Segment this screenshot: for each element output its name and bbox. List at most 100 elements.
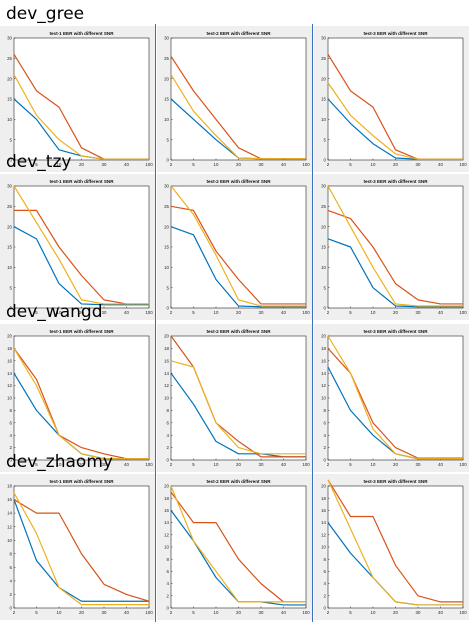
series-line xyxy=(327,82,463,160)
x-tick-label: 5 xyxy=(192,610,195,615)
line-chart: test-3 EER with different SNR02468101214… xyxy=(321,329,467,467)
x-tick-label: 40 xyxy=(124,610,129,615)
chart-title: test-1 EER with different SNR xyxy=(49,31,114,36)
y-tick-label: 20 xyxy=(164,484,169,489)
y-tick-label: 0 xyxy=(167,306,170,311)
y-tick-label: 20 xyxy=(321,484,326,489)
chart-panel: test-1 EER with different SNR 0 2 4 6 8 10 12 14… xyxy=(0,324,155,472)
y-tick-label: 6 xyxy=(167,569,170,574)
plot-area xyxy=(13,485,150,609)
chart-panel: test-3 EER with different SNR 0 2 4 6 8 10 12 14… xyxy=(314,474,469,620)
x-tick-label: 20 xyxy=(79,610,84,615)
line-chart: test-2 EER with different SNR02468101214… xyxy=(164,329,310,467)
plot-area xyxy=(170,185,307,309)
y-tick-label: 10 xyxy=(7,117,12,122)
x-tick-label: 30 xyxy=(102,462,107,467)
x-tick-label: 30 xyxy=(259,462,264,467)
x-tick-label: 20 xyxy=(393,310,398,315)
y-tick-label: 6 xyxy=(167,420,170,425)
x-tick-label: 5 xyxy=(192,462,195,467)
x-tick-label: 2 xyxy=(170,610,173,615)
plot-area xyxy=(327,335,464,461)
x-tick-label: 100 xyxy=(459,462,467,467)
x-tick-label: 100 xyxy=(145,610,153,615)
x-tick-label: 100 xyxy=(302,610,310,615)
chart-panel: test-1 EER with different SNR 0 5 10 15 20 25 3… xyxy=(0,174,155,320)
y-tick-label: 16 xyxy=(321,358,326,363)
y-tick-label: 25 xyxy=(164,204,169,209)
y-tick-label: 4 xyxy=(10,433,13,438)
y-tick-label: 2 xyxy=(167,445,170,450)
y-tick-label: 2 xyxy=(167,593,170,598)
y-tick-label: 10 xyxy=(164,396,169,401)
x-tick-label: 40 xyxy=(281,162,286,167)
x-tick-label: 5 xyxy=(349,310,352,315)
x-tick-label: 2 xyxy=(170,162,173,167)
y-tick-label: 16 xyxy=(7,358,12,363)
x-tick-label: 10 xyxy=(57,462,62,467)
y-tick-label: 14 xyxy=(7,511,12,516)
y-tick-label: 20 xyxy=(164,76,169,81)
series-line xyxy=(13,499,150,602)
y-tick-label: 16 xyxy=(164,358,169,363)
line-chart: test-1 EER with different SNR05101520253… xyxy=(7,31,153,167)
chart-panel: test-1 EER with different SNR 0 5 10 15 20 25 3… xyxy=(0,26,155,172)
y-tick-label: 18 xyxy=(164,346,169,351)
x-tick-label: 100 xyxy=(302,162,310,167)
x-tick-label: 30 xyxy=(259,310,264,315)
x-tick-label: 100 xyxy=(145,310,153,315)
x-tick-label: 100 xyxy=(459,610,467,615)
y-tick-label: 14 xyxy=(321,520,326,525)
x-tick-label: 10 xyxy=(57,310,62,315)
x-tick-label: 40 xyxy=(124,462,129,467)
chart-title: test-3 EER with different SNR xyxy=(363,179,428,184)
y-tick-label: 30 xyxy=(164,36,169,41)
x-tick-label: 40 xyxy=(438,610,443,615)
panel-divider xyxy=(312,472,313,622)
y-tick-label: 2 xyxy=(324,445,327,450)
plot-area xyxy=(170,37,307,161)
line-chart: test-3 EER with different SNR05101520253… xyxy=(321,179,467,315)
plot-area xyxy=(327,485,464,609)
y-tick-label: 15 xyxy=(7,245,12,250)
y-tick-label: 25 xyxy=(7,204,12,209)
panel-divider xyxy=(312,172,313,322)
chart-title: test-1 EER with different SNR xyxy=(49,179,114,184)
y-tick-label: 10 xyxy=(7,265,12,270)
y-tick-label: 10 xyxy=(7,538,12,543)
y-tick-label: 0 xyxy=(10,158,13,163)
y-tick-label: 4 xyxy=(167,433,170,438)
x-tick-label: 2 xyxy=(327,462,330,467)
chart-panel: test-3 EER with different SNR 0 2 4 6 8 10 12 14… xyxy=(314,324,469,472)
y-tick-label: 8 xyxy=(167,408,170,413)
y-tick-label: 16 xyxy=(164,508,169,513)
x-tick-label: 20 xyxy=(393,162,398,167)
line-chart: test-1 EER with different SNR02468101214… xyxy=(7,479,153,615)
x-tick-label: 5 xyxy=(192,162,195,167)
x-tick-label: 30 xyxy=(102,162,107,167)
x-tick-label: 10 xyxy=(214,162,219,167)
x-tick-label: 100 xyxy=(145,462,153,467)
x-tick-label: 10 xyxy=(214,310,219,315)
y-tick-label: 20 xyxy=(164,334,169,339)
panel-divider xyxy=(312,24,313,174)
x-tick-label: 100 xyxy=(302,462,310,467)
x-tick-label: 20 xyxy=(236,162,241,167)
x-tick-label: 20 xyxy=(79,462,84,467)
panel-divider xyxy=(155,24,156,174)
line-chart: test-3 EER with different SNR02468101214… xyxy=(321,479,467,615)
x-tick-label: 30 xyxy=(416,462,421,467)
y-tick-label: 10 xyxy=(321,265,326,270)
y-tick-label: 5 xyxy=(10,285,13,290)
series-line xyxy=(327,209,463,305)
y-tick-label: 10 xyxy=(164,545,169,550)
x-tick-label: 20 xyxy=(236,310,241,315)
panel-divider xyxy=(312,322,313,474)
section-title: dev_gree xyxy=(6,4,85,24)
y-tick-label: 8 xyxy=(10,408,13,413)
plot-area xyxy=(327,185,464,309)
series-line xyxy=(13,74,149,160)
chart-panel: test-2 EER with different SNR 0 2 4 6 8 10 12 14… xyxy=(157,324,312,472)
plot-area xyxy=(327,37,464,161)
chart-title: test-2 EER with different SNR xyxy=(206,479,271,484)
